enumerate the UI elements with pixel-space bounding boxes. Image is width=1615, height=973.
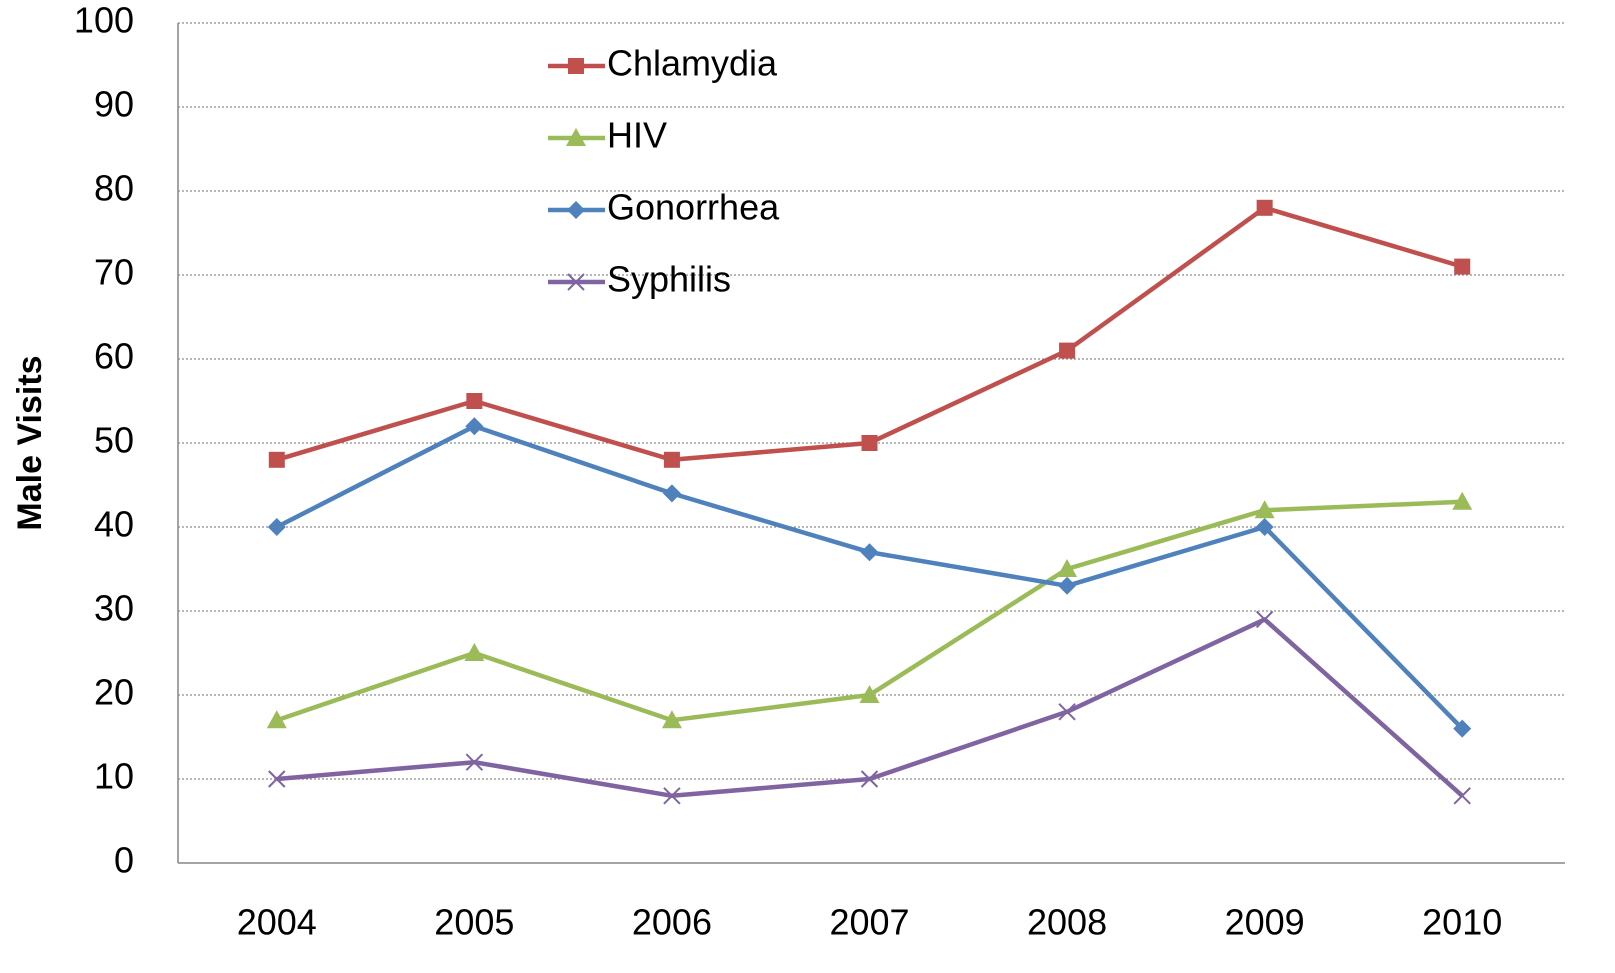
marker <box>465 753 484 771</box>
y-tick-label: 70 <box>94 252 134 293</box>
legend-marker <box>567 201 585 219</box>
marker <box>267 518 286 536</box>
marker <box>1058 576 1077 595</box>
legend-label: Chlamydia <box>607 43 778 84</box>
legend-marker <box>567 273 585 291</box>
marker <box>663 787 681 805</box>
x-tick-label: 2008 <box>1027 902 1107 943</box>
marker <box>268 451 285 468</box>
y-tick-label: 30 <box>94 588 134 629</box>
marker <box>860 770 879 788</box>
marker <box>1454 258 1471 275</box>
marker <box>662 484 681 503</box>
marker <box>268 770 286 788</box>
marker <box>860 543 879 562</box>
y-tick-label: 0 <box>114 840 134 881</box>
marker <box>663 451 680 468</box>
series-line <box>275 423 1464 731</box>
marker <box>1256 199 1273 216</box>
series-line <box>276 205 1463 463</box>
legend-label: Syphilis <box>607 259 731 300</box>
x-tick-label: 2006 <box>632 902 712 943</box>
x-tick-label: 2004 <box>237 902 317 943</box>
marker <box>1254 500 1275 519</box>
marker <box>661 710 682 729</box>
marker <box>465 417 484 436</box>
marker <box>464 643 485 661</box>
marker <box>1452 491 1473 510</box>
x-tick-label: 2007 <box>829 902 909 943</box>
marker <box>1059 342 1076 359</box>
legend-label: HIV <box>607 115 667 156</box>
marker <box>466 393 483 409</box>
y-tick-label: 60 <box>94 336 134 377</box>
y-tick-label: 40 <box>94 504 134 545</box>
series-line <box>276 617 1464 799</box>
marker <box>1255 518 1274 536</box>
x-tick-label: 2010 <box>1422 902 1502 943</box>
y-tick-label: 100 <box>74 0 134 41</box>
legend-marker <box>568 58 584 74</box>
marker <box>861 435 878 451</box>
y-axis-label: Male Visits <box>11 355 49 530</box>
marker <box>1058 703 1076 721</box>
marker <box>1255 610 1274 629</box>
y-tick-label: 50 <box>94 420 134 461</box>
marker <box>1057 559 1078 577</box>
marker <box>1453 787 1471 805</box>
y-tick-label: 20 <box>94 672 134 713</box>
legend-label: Gonorrhea <box>607 187 780 228</box>
legend-marker <box>566 128 586 146</box>
marker <box>1453 719 1472 738</box>
y-tick-label: 90 <box>94 84 134 125</box>
x-tick-label: 2009 <box>1225 902 1305 943</box>
marker <box>266 710 287 729</box>
y-tick-label: 10 <box>94 756 134 797</box>
marker <box>859 685 880 703</box>
y-tick-label: 80 <box>94 168 134 209</box>
x-tick-label: 2005 <box>434 902 514 943</box>
